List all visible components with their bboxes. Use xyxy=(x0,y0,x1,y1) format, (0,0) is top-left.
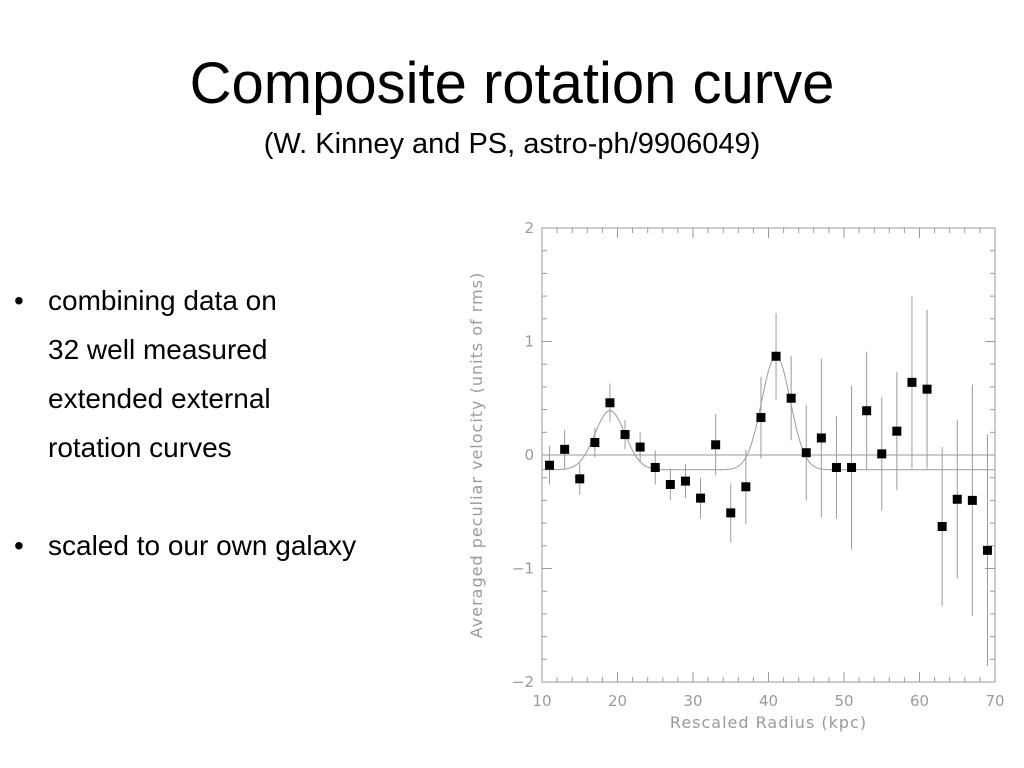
data-point xyxy=(650,462,660,472)
bullet-list: • combining data on 32 well measured ext… xyxy=(14,276,454,570)
x-tick-label: 20 xyxy=(608,692,627,710)
data-point xyxy=(590,438,600,448)
bullet-item: • combining data on 32 well measured ext… xyxy=(14,276,454,472)
bullet-line: rotation curves xyxy=(48,432,232,463)
bullet-line: scaled to our own galaxy xyxy=(48,530,357,561)
x-tick-label: 10 xyxy=(532,692,551,710)
bullet-dot-icon: • xyxy=(14,285,24,316)
data-point xyxy=(937,522,947,532)
data-point xyxy=(635,442,645,452)
data-point xyxy=(922,384,932,394)
data-point xyxy=(545,460,555,470)
data-point xyxy=(741,482,751,492)
data-point xyxy=(726,508,736,518)
data-point xyxy=(560,444,570,454)
data-point xyxy=(771,351,781,361)
data-point xyxy=(665,480,675,490)
data-point xyxy=(620,430,630,440)
data-point xyxy=(967,495,977,505)
x-tick-label: 50 xyxy=(834,692,853,710)
data-point xyxy=(605,398,615,408)
slide-subtitle: (W. Kinney and PS, astro-ph/9906049) xyxy=(263,128,761,160)
data-point xyxy=(847,462,857,472)
data-point xyxy=(877,449,887,459)
y-tick-label: 0 xyxy=(524,446,534,464)
fit-curve xyxy=(542,355,995,471)
slide-title: Composite rotation curve xyxy=(189,51,835,116)
data-point xyxy=(952,494,962,504)
bullet-item: • scaled to our own galaxy xyxy=(14,521,454,570)
y-axis-label: Averaged peculiar velocity (units of rms… xyxy=(467,272,486,639)
x-tick-label: 60 xyxy=(910,692,929,710)
y-tick-label: −1 xyxy=(512,560,534,578)
x-tick-label: 40 xyxy=(759,692,778,710)
data-point xyxy=(711,440,721,450)
y-tick-label: 1 xyxy=(524,333,534,351)
data-point xyxy=(982,545,992,555)
data-point xyxy=(575,474,585,484)
data-point xyxy=(816,433,826,443)
data-point xyxy=(786,393,796,403)
data-point xyxy=(696,493,706,503)
y-tick-label: 2 xyxy=(524,219,534,237)
data-point xyxy=(680,476,690,486)
bullet-line: 32 well measured xyxy=(48,334,268,365)
bullet-line: combining data on xyxy=(48,285,277,316)
x-axis-label: Rescaled Radius (kpc) xyxy=(670,713,867,732)
bullet-dot-icon: • xyxy=(14,530,24,561)
data-point xyxy=(862,406,872,416)
y-tick-label: −2 xyxy=(512,673,534,691)
data-point xyxy=(892,426,902,436)
data-point xyxy=(907,377,917,387)
data-point xyxy=(831,462,841,472)
data-point xyxy=(801,448,811,458)
data-point xyxy=(756,413,766,423)
x-tick-label: 30 xyxy=(683,692,702,710)
x-tick-label: 70 xyxy=(985,692,1004,710)
bullet-line: extended external xyxy=(48,383,271,414)
